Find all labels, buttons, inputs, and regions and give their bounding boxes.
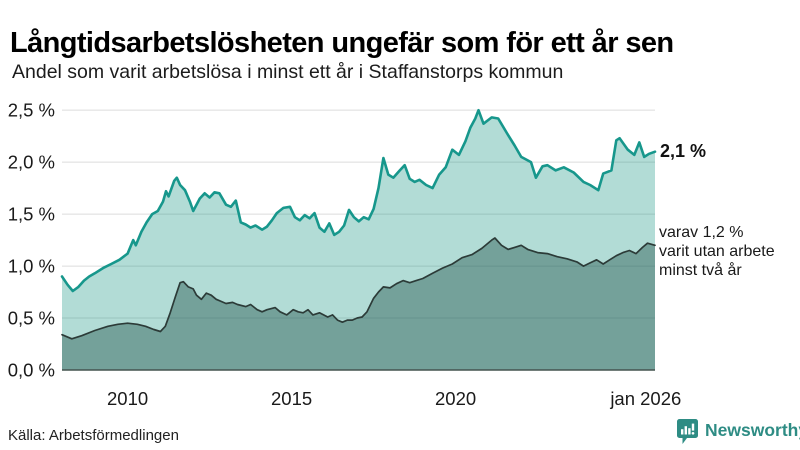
newsworthy-wordmark: Newsworthy [705, 420, 800, 440]
y-tick-label: 0,5 % [8, 308, 55, 329]
secondary-series-label: varav 1,2 % varit utan arbete minst två … [659, 223, 775, 280]
y-tick-label: 2,0 % [8, 152, 55, 173]
secondary-label-line3: minst två år [659, 262, 742, 279]
y-tick-label: 2,5 % [8, 100, 55, 121]
y-tick-label: 1,0 % [8, 256, 55, 277]
minst-ett-ar-area [62, 110, 655, 370]
source-credit: Källa: Arbetsförmedlingen [8, 427, 179, 444]
x-tick-label: 2010 [107, 388, 148, 409]
minst-ett-ar-line [60, 108, 657, 293]
x-tick-label: jan 2026 [609, 388, 681, 409]
newsworthy-bubble-chart-icon [676, 418, 699, 450]
secondary-label-line1: varav 1,2 % [659, 224, 744, 241]
page-subtitle: Andel som varit arbetslösa i minst ett å… [12, 61, 564, 83]
minst-tva-ar-area [62, 238, 655, 370]
latest-value-label: 2,1 % [660, 141, 707, 161]
newsworthy-logo[interactable]: Newsworthy [676, 418, 800, 450]
minst-tva-ar-line [61, 237, 656, 340]
y-tick-label: 1,5 % [8, 204, 55, 225]
x-tick-label: 2020 [435, 388, 476, 409]
secondary-label-line2: varit utan arbete [659, 243, 775, 260]
page-title: Långtidsarbetslösheten ungefär som för e… [10, 27, 674, 60]
y-tick-label: 0,0 % [8, 360, 55, 381]
x-tick-label: 2015 [271, 388, 312, 409]
